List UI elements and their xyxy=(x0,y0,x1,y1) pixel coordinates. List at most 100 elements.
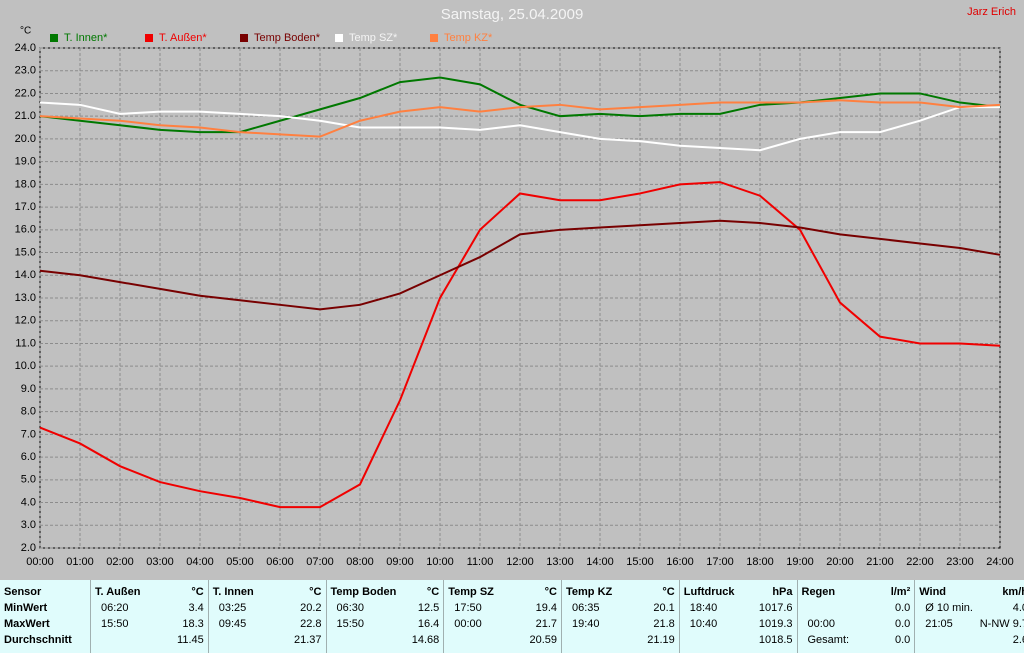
y-tick-label: 11.0 xyxy=(15,337,36,349)
y-tick-label: 2.0 xyxy=(21,542,36,554)
x-tick-label: 24:00 xyxy=(986,556,1014,568)
y-tick-label: 4.0 xyxy=(21,496,36,508)
cell-value: 3.4 xyxy=(188,602,204,614)
column-header: Temp KZ °C xyxy=(566,584,675,600)
cell-time: 15:50 xyxy=(336,618,365,630)
y-tick-label: 6.0 xyxy=(21,451,36,463)
y-tick-label: 23.0 xyxy=(15,65,36,77)
table-row: 21.19 xyxy=(566,632,675,648)
table-column: Wind km/h Ø 10 min. 4.0 21:05 N-NW 9.7 2.6 xyxy=(914,580,1024,653)
y-tick-label: 15.0 xyxy=(15,246,36,258)
y-tick-label: 17.0 xyxy=(15,201,36,213)
table-row: 17:50 19.4 xyxy=(448,600,557,616)
legend-swatch xyxy=(430,34,438,42)
cell-value: 20.2 xyxy=(300,602,322,614)
cell-time: Ø 10 min. xyxy=(925,602,973,614)
sensor-name: Regen xyxy=(801,586,836,598)
series-line xyxy=(39,101,1000,152)
table-row: Ø 10 min. 4.0 xyxy=(919,600,1024,616)
x-tick-label: 00:00 xyxy=(26,556,54,568)
unit: °C xyxy=(662,586,675,598)
column-header: Wind km/h xyxy=(919,584,1024,600)
y-tick-label: 7.0 xyxy=(21,428,36,440)
table-row: 03:25 20.2 xyxy=(213,600,322,616)
cell-value: 11.45 xyxy=(177,634,204,646)
y-tick-label: 20.0 xyxy=(15,133,36,145)
x-tick-label: 07:00 xyxy=(306,556,334,568)
cell-time: 15:50 xyxy=(101,618,129,630)
cell-time: 03:25 xyxy=(218,602,247,614)
row-label: Durchschnitt xyxy=(4,634,72,646)
cell-value: 21.37 xyxy=(293,634,322,646)
cell-value: 1019.3 xyxy=(758,618,793,630)
author: Jarz Erich xyxy=(967,6,1016,18)
table-row: 06:20 3.4 xyxy=(95,600,204,616)
legend-swatch xyxy=(240,34,248,42)
column-header: T. Innen °C xyxy=(213,584,322,600)
column-header: Regen l/m² xyxy=(802,584,911,600)
unit: hPa xyxy=(772,586,793,598)
table-row: 06:30 12.5 xyxy=(331,600,440,616)
cell-time: Gesamt: xyxy=(807,634,850,646)
y-tick-label: 3.0 xyxy=(21,519,36,531)
cell-time: 10:40 xyxy=(689,618,718,630)
sensor-name: Temp Boden xyxy=(330,586,397,598)
table-row: 10:40 1019.3 xyxy=(684,616,793,632)
cell-value: N-NW 9.7 xyxy=(979,618,1024,630)
table-column: Temp Boden °C 06:30 12.5 15:50 16.4 14.68 xyxy=(325,580,444,653)
y-tick-label: 12.0 xyxy=(15,315,36,327)
sensor-name: Luftdruck xyxy=(683,586,735,598)
y-axis-label: °C xyxy=(20,26,31,37)
x-tick-label: 11:00 xyxy=(467,556,494,568)
table-column: Luftdruck hPa 18:40 1017.6 10:40 1019.3 1018.5 xyxy=(678,580,797,653)
table-row: 19:40 21.8 xyxy=(566,616,675,632)
table-row: 15:50 18.3 xyxy=(95,616,204,632)
column-header: Temp Boden °C xyxy=(331,584,440,600)
cell-value: 22.8 xyxy=(300,618,322,630)
x-tick-label: 09:00 xyxy=(386,556,414,568)
column-header: Luftdruck hPa xyxy=(684,584,793,600)
cell-time: 00:00 xyxy=(454,618,482,630)
x-tick-label: 10:00 xyxy=(426,556,454,568)
y-tick-label: 19.0 xyxy=(15,156,36,168)
y-tick-label: 22.0 xyxy=(15,87,36,99)
cell-value: 21.19 xyxy=(647,634,675,646)
row-label-column: Sensor MinWert MaxWert Durchschnitt xyxy=(0,580,90,653)
y-tick-label: 18.0 xyxy=(15,178,36,190)
unit: l/m² xyxy=(890,586,911,598)
y-tick-label: 8.0 xyxy=(21,406,36,418)
cell-value: 0.0 xyxy=(894,602,911,614)
cell-value: 0.0 xyxy=(894,634,911,646)
series-line xyxy=(39,181,1001,509)
cell-value: 2.6 xyxy=(1012,634,1024,646)
cell-value: 18.3 xyxy=(182,618,204,630)
y-tick-label: 10.0 xyxy=(15,360,36,372)
cell-time: 06:30 xyxy=(336,602,365,614)
sensor-name: T. Innen xyxy=(212,586,254,598)
table-column: Regen l/m² 0.0 00:00 0.0 Gesamt: 0.0 xyxy=(796,580,915,653)
y-tick-label: 5.0 xyxy=(21,474,36,486)
table-row: 2.6 xyxy=(919,632,1024,648)
cell-value: 4.0 xyxy=(1012,602,1024,614)
chart-title: Samstag, 25.04.2009 xyxy=(441,6,584,23)
table-row: 11.45 xyxy=(95,632,204,648)
y-tick-label: 14.0 xyxy=(15,269,36,281)
x-tick-label: 18:00 xyxy=(746,556,774,568)
unit: °C xyxy=(309,586,322,598)
y-tick-label: 9.0 xyxy=(21,383,36,395)
sensor-name: T. Außen xyxy=(95,586,141,598)
table-row: 18:40 1017.6 xyxy=(684,600,793,616)
x-tick-label: 23:00 xyxy=(946,556,974,568)
cell-value: 14.68 xyxy=(411,634,440,646)
x-tick-label: 16:00 xyxy=(666,556,694,568)
cell-time: 00:00 xyxy=(807,618,836,630)
x-tick-label: 21:00 xyxy=(866,556,894,568)
series-line xyxy=(39,219,1001,311)
cell-time: 06:35 xyxy=(572,602,600,614)
x-tick-label: 19:00 xyxy=(786,556,814,568)
legend-swatch xyxy=(145,34,153,42)
table-row: 06:35 20.1 xyxy=(566,600,675,616)
legend-swatch xyxy=(50,34,58,42)
unit: °C xyxy=(191,586,204,598)
